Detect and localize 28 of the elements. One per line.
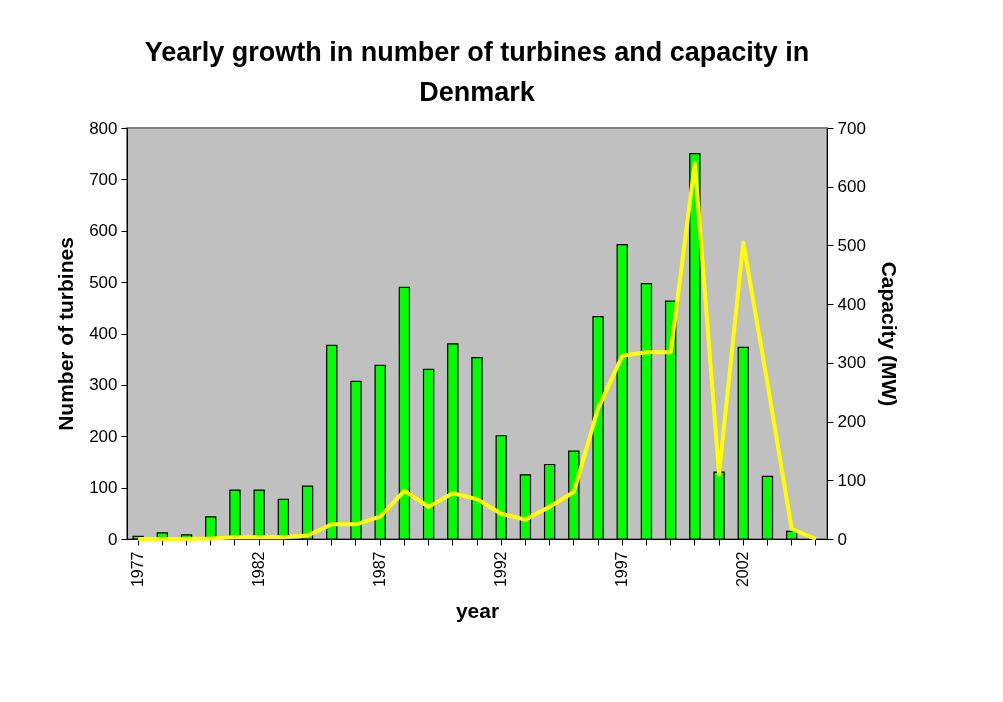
y2-axis-title: Capacity (MW) [877,261,901,407]
y2-tick-label: 500 [837,235,866,255]
y-tick-label: 100 [89,478,118,498]
x-tick-label: 1982 [250,551,268,588]
y2-tick-label: 200 [837,412,866,432]
y2-tick-label: 300 [837,353,866,373]
y-tick-label: 700 [89,169,118,189]
y2-tick-label: 400 [837,294,866,314]
y-tick-label: 200 [89,426,118,446]
y-tick-label: 300 [89,375,118,395]
x-tick-label: 1987 [371,551,389,588]
y-axis-title: Number of turbines [54,237,78,431]
x-tick-label: 1997 [613,551,631,588]
y-tick-label: 400 [89,324,118,343]
y-tick-label: 600 [89,221,118,241]
y2-tick-label: 100 [837,470,866,490]
x-tick-label: 1977 [129,551,147,588]
y-tick-label: 500 [89,272,118,292]
y-tick-label: 0 [108,529,118,549]
y2-tick-label: 0 [837,529,847,549]
y-tick-label: 800 [89,118,118,138]
chart-title: Yearly growth in number of turbines and capacity in Denmark [143,36,811,109]
x-tick-label: 1992 [492,551,510,588]
y2-tick-label: 700 [837,118,866,138]
x-axis-title: year [455,599,500,623]
y2-tick-label: 600 [837,177,866,197]
line-series [136,161,818,541]
x-tick-label: 2002 [734,551,752,588]
